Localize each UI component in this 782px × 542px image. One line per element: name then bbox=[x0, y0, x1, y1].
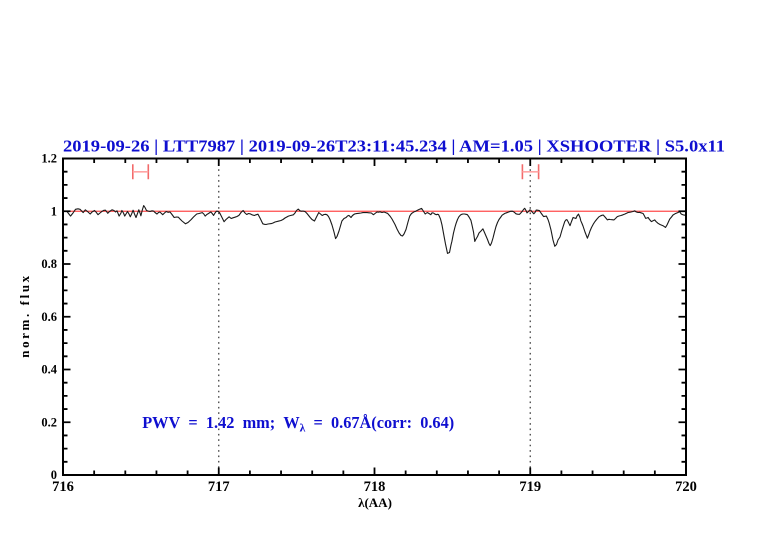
svg-text:718: 718 bbox=[364, 479, 386, 495]
svg-text:716: 716 bbox=[52, 479, 74, 495]
svg-text:0.6: 0.6 bbox=[41, 310, 57, 324]
svg-text:2019-09-26 | LTT7987 | 2019-09: 2019-09-26 | LTT7987 | 2019-09-26T23:11:… bbox=[63, 137, 725, 156]
svg-text:norm. flux: norm. flux bbox=[17, 273, 32, 358]
svg-text:719: 719 bbox=[519, 479, 541, 495]
svg-text:0.2: 0.2 bbox=[41, 415, 57, 429]
svg-text:PWV = 1.42 mm; Wλ = 0.67: PWV = 1.42 mm; Wλ = 0.67Å(corr: 0.64) bbox=[142, 413, 454, 435]
svg-text:0.4: 0.4 bbox=[41, 363, 57, 377]
svg-text:λ(AA): λ(AA) bbox=[358, 495, 392, 510]
svg-text:720: 720 bbox=[675, 479, 697, 495]
svg-text:717: 717 bbox=[208, 479, 230, 495]
svg-text:0.8: 0.8 bbox=[41, 257, 57, 271]
svg-text:0: 0 bbox=[51, 468, 57, 482]
svg-text:1.2: 1.2 bbox=[41, 152, 57, 166]
svg-text:1: 1 bbox=[51, 204, 57, 218]
